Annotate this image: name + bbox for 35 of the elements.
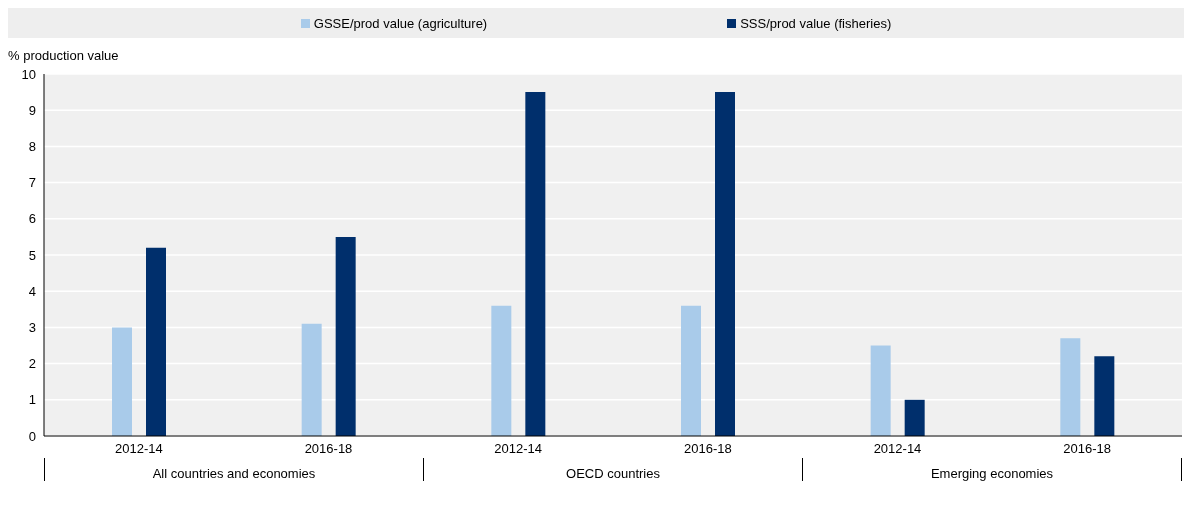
x-tick-label: 2016-18 <box>1063 441 1112 457</box>
x-tick-label: 2012-14 <box>494 441 543 457</box>
y-tick-label: 9 <box>28 102 36 118</box>
bar <box>681 305 701 436</box>
bar <box>1094 356 1115 436</box>
bar <box>904 399 925 436</box>
x-tick-label: 2012-14 <box>114 441 163 457</box>
y-tick-label: 7 <box>28 175 36 191</box>
bar <box>1060 338 1081 436</box>
text: Emerging economies <box>802 458 1182 481</box>
bar <box>112 327 132 436</box>
x-tick-label: 2016-18 <box>304 441 353 457</box>
legend-label: GSSE/prod value (agriculture) <box>312 15 488 31</box>
y-tick-label: 10 <box>21 66 36 82</box>
x-tick-label: 2012-14 <box>873 441 922 457</box>
y-tick-label: 3 <box>28 320 36 336</box>
bar <box>870 345 891 436</box>
text: All countries and economies <box>44 458 423 481</box>
y-axis-title: % production value <box>8 48 120 65</box>
y-tick-label: 0 <box>28 428 36 444</box>
legend-label: SSS/prod value (fisheries) <box>739 15 892 31</box>
y-tick-label: 4 <box>28 283 36 299</box>
bar <box>301 323 322 436</box>
y-tick-label: 8 <box>28 139 36 155</box>
bar <box>715 92 735 436</box>
x-tick-label: 2016-18 <box>683 441 732 457</box>
bar <box>146 247 166 436</box>
bar <box>525 92 546 436</box>
bar <box>491 305 512 436</box>
bar <box>335 236 356 436</box>
y-tick-label: 1 <box>28 392 36 408</box>
y-tick-label: 6 <box>28 211 36 227</box>
text: OECD countries <box>423 458 802 481</box>
y-tick-label: 5 <box>28 247 36 263</box>
y-tick-label: 2 <box>28 356 36 372</box>
